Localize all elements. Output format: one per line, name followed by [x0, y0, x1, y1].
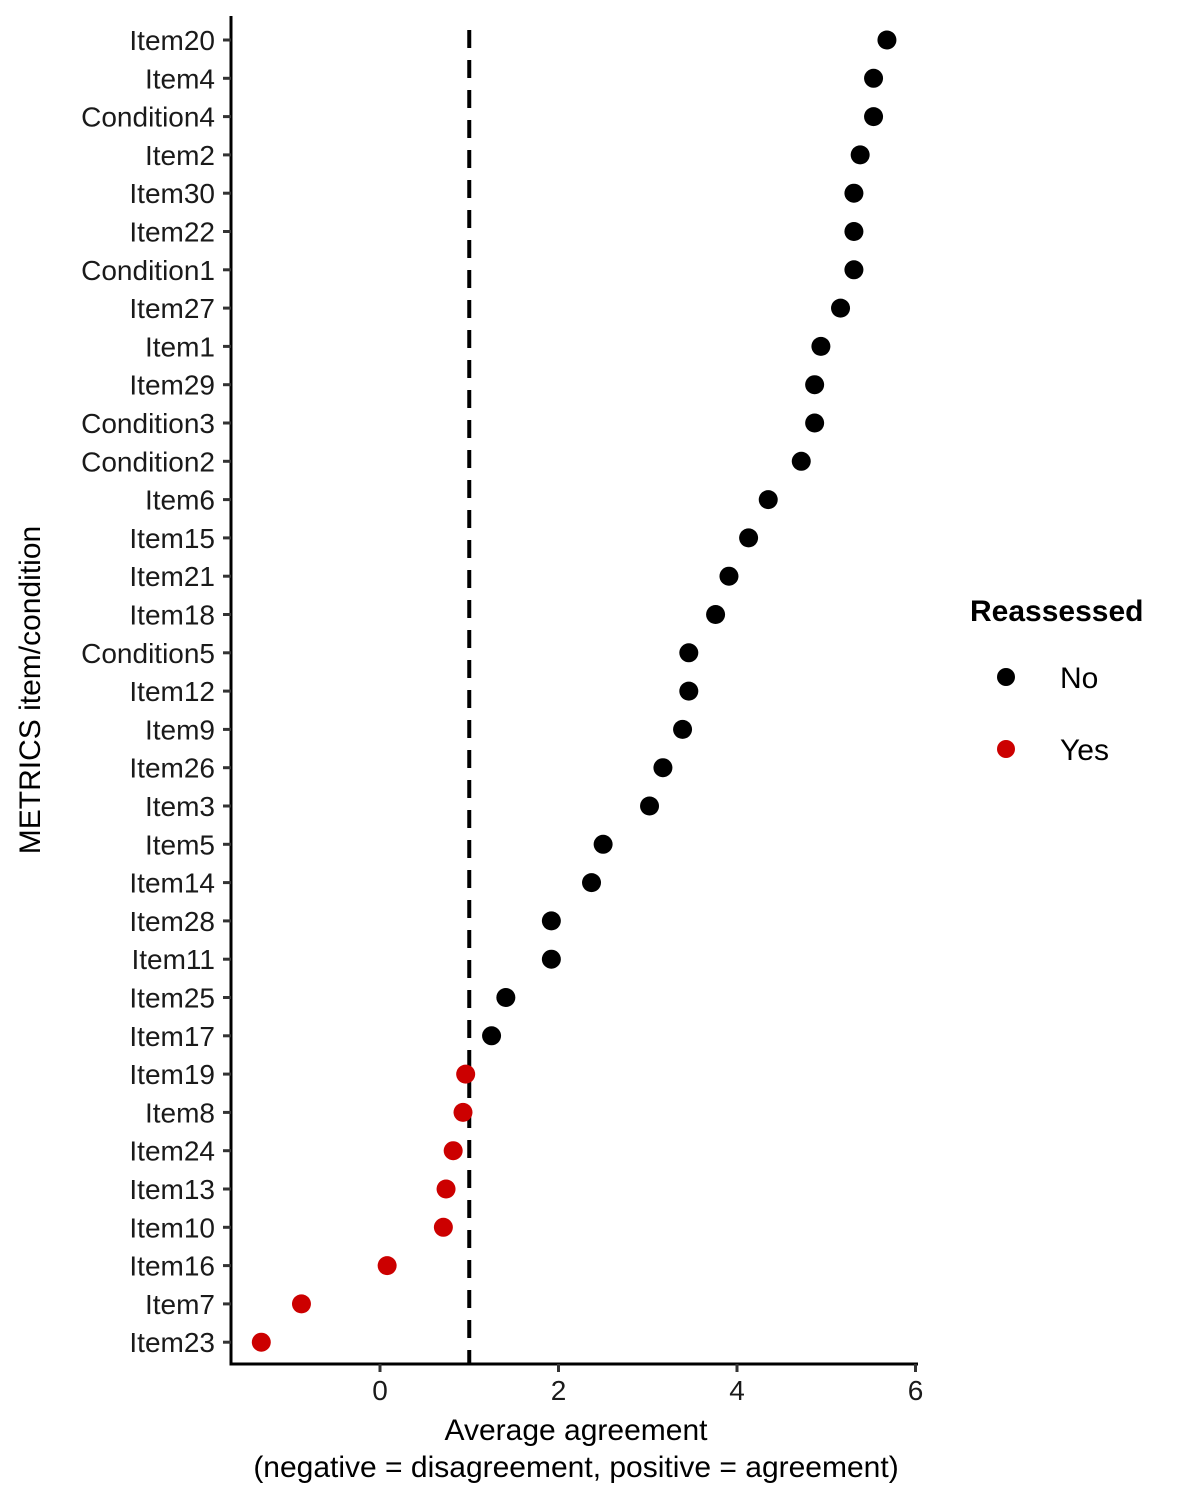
legend-label-yes: Yes: [1060, 734, 1109, 767]
y-tick-label: Condition4: [81, 102, 215, 133]
legend-label-no: No: [1060, 662, 1098, 695]
y-tick-label: Condition2: [81, 446, 215, 477]
y-tick-label: Item11: [131, 944, 215, 975]
data-point-item10: [433, 1217, 453, 1237]
y-tick-label: Item14: [129, 868, 215, 899]
data-point-item30: [844, 183, 864, 203]
data-point-item4: [864, 68, 884, 88]
data-point-item27: [831, 298, 851, 318]
y-tick-label: Item5: [145, 829, 215, 860]
data-point-item6: [758, 490, 778, 510]
legend-swatch-no: [997, 668, 1015, 686]
data-point-item19: [456, 1064, 476, 1084]
data-point-item1: [811, 336, 831, 356]
x-ticks: 0 2 4 6: [372, 1364, 923, 1406]
y-tick-label: Condition3: [81, 408, 215, 439]
y-tick-label: Item23: [129, 1327, 215, 1358]
legend: Reassessed No Yes: [970, 595, 1143, 767]
y-tick-label: Item13: [129, 1174, 215, 1205]
data-point-item3: [640, 796, 660, 816]
data-point-item18: [706, 605, 726, 624]
y-tick-label: Item7: [145, 1289, 215, 1320]
y-axis-title: METRICS item/condition: [14, 526, 47, 854]
data-point-item15: [739, 528, 759, 548]
y-tick-label: Item9: [145, 714, 215, 745]
y-tick-label: Item29: [129, 370, 215, 401]
data-points: [251, 30, 897, 1352]
x-tick-label: 4: [729, 1375, 745, 1406]
data-point-item29: [805, 375, 825, 395]
data-point-item2: [850, 145, 870, 165]
data-point-condition2: [791, 451, 811, 471]
y-tick-label: Item20: [129, 25, 215, 56]
y-tick-label: Item10: [129, 1212, 215, 1243]
data-point-item9: [673, 719, 693, 739]
data-point-item25: [496, 988, 516, 1007]
data-point-item22: [844, 222, 864, 241]
data-point-item26: [653, 758, 673, 778]
data-point-item12: [679, 681, 699, 701]
data-point-condition1: [844, 260, 864, 280]
data-point-item14: [582, 873, 602, 893]
y-tick-label: Item16: [129, 1251, 215, 1282]
y-tick-label: Item2: [145, 140, 215, 171]
x-axis-title-line2: (negative = disagreement, positive = agr…: [253, 1451, 898, 1484]
data-point-item7: [291, 1294, 311, 1314]
y-tick-label: Item18: [129, 600, 215, 631]
y-ticks: Item20 Item4 Condition4 Item2 Item30 Item22 Co…: [81, 25, 231, 1358]
y-tick-label: Item28: [129, 906, 215, 937]
data-point-item24: [443, 1141, 463, 1161]
data-point-item20: [877, 30, 897, 50]
axes: [229, 16, 918, 1366]
y-tick-label: Item6: [145, 485, 215, 516]
data-point-item17: [482, 1026, 502, 1046]
y-tick-label: Item12: [129, 676, 215, 707]
data-point-item8: [453, 1102, 473, 1122]
y-tick-label: Item26: [129, 753, 215, 784]
y-tick-label: Condition1: [81, 255, 215, 286]
data-point-item28: [541, 911, 561, 931]
data-point-item11: [541, 949, 561, 969]
y-tick-label: Item1: [145, 331, 215, 362]
data-point-item13: [436, 1179, 456, 1199]
y-tick-label: Item8: [145, 1097, 215, 1128]
y-tick-label: Item21: [129, 561, 215, 592]
x-tick-label: 2: [551, 1375, 567, 1406]
legend-swatch-yes: [997, 740, 1015, 758]
data-point-condition5: [679, 643, 699, 663]
data-point-condition4: [864, 107, 884, 127]
y-tick-label: Item25: [129, 983, 215, 1014]
y-tick-label: Item19: [129, 1059, 215, 1090]
y-tick-label: Item22: [129, 217, 215, 248]
x-tick-label: 6: [908, 1375, 924, 1406]
y-tick-label: Item4: [145, 63, 215, 94]
y-tick-label: Item15: [129, 523, 215, 554]
data-point-item21: [719, 566, 739, 586]
y-tick-label: Item27: [129, 293, 215, 324]
x-tick-label: 0: [372, 1375, 388, 1406]
legend-title: Reassessed: [970, 595, 1143, 628]
y-tick-label: Item30: [129, 178, 215, 209]
data-point-item23: [251, 1332, 271, 1352]
y-tick-label: Item24: [129, 1136, 215, 1167]
data-point-condition3: [805, 413, 825, 433]
x-axis-title-line1: Average agreement: [445, 1414, 709, 1447]
y-tick-label: Item3: [145, 791, 215, 822]
data-point-item5: [593, 834, 613, 854]
data-point-item16: [377, 1256, 397, 1276]
y-tick-label: Item17: [129, 1021, 215, 1052]
y-tick-label: Condition5: [81, 638, 215, 669]
